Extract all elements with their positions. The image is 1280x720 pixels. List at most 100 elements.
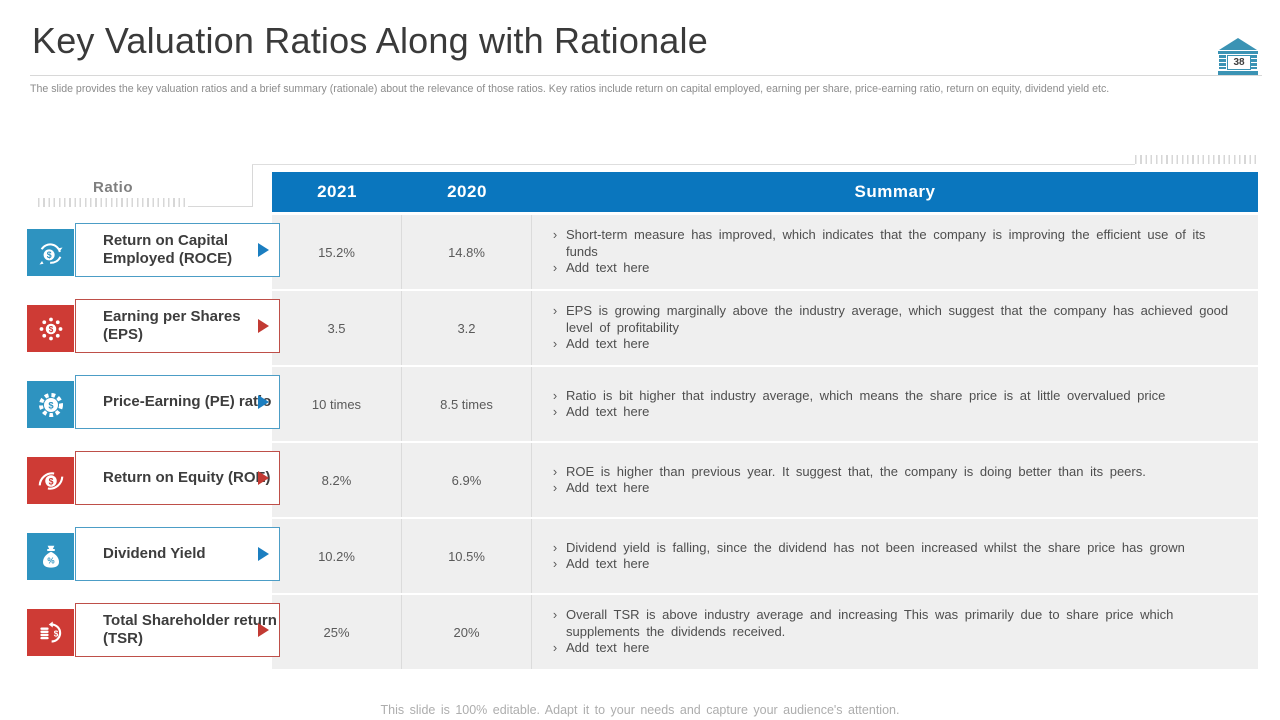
ratio-item-tsr: Total Shareholder return (TSR) $ xyxy=(0,595,280,669)
add-text-placeholder[interactable]: Add text here xyxy=(566,556,650,571)
table-row: 25% 20% › Overall TSR is above industry a… xyxy=(272,595,1258,669)
add-text-placeholder[interactable]: Add text here xyxy=(566,404,650,419)
ratio-item-roce: Return on Capital Employed (ROCE) $ xyxy=(0,215,280,289)
add-text-placeholder[interactable]: Add text here xyxy=(566,260,650,276)
value-2020: 14.8% xyxy=(402,215,532,289)
table-row: 8.2% 6.9% › ROE is higher than previous y… xyxy=(272,443,1258,517)
summary-text: Short-term measure has improved, which i… xyxy=(566,227,1206,259)
add-text-placeholder[interactable]: Add text here xyxy=(566,640,650,656)
arrow-right-icon xyxy=(258,471,269,485)
table-header: 2021 2020 Summary xyxy=(272,172,1258,212)
svg-text:$: $ xyxy=(48,325,53,334)
money-bag-icon: % xyxy=(27,533,74,580)
value-2021: 10 times xyxy=(272,367,402,441)
ratio-label: Dividend Yield xyxy=(103,545,206,562)
ratio-label: Return on Capital Employed (ROCE) xyxy=(103,232,233,267)
bullet-icon: › xyxy=(552,480,558,495)
bank-beam xyxy=(1218,51,1258,54)
bullet-icon: › xyxy=(552,640,558,656)
value-2021: 3.5 xyxy=(272,291,402,365)
connector-line xyxy=(252,164,253,207)
value-2020: 10.5% xyxy=(402,519,532,593)
ratio-label: Earning per Shares (EPS) xyxy=(103,308,241,343)
bullet-icon: › xyxy=(552,404,558,419)
summary-text: Ratio is bit higher that industry averag… xyxy=(566,387,1166,403)
svg-text:$: $ xyxy=(48,476,53,486)
summary-cell: › ROE is higher than previous year. It su… xyxy=(532,443,1258,517)
coin-swoosh-icon: $ xyxy=(27,457,74,504)
bank-base xyxy=(1218,71,1258,75)
summary-cell: › Ratio is bit higher that industry avera… xyxy=(532,367,1258,441)
column-header-2021: 2021 xyxy=(317,182,357,201)
value-2021: 15.2% xyxy=(272,215,402,289)
bullet-icon: › xyxy=(552,227,558,243)
connector-line xyxy=(188,206,252,207)
footer-note: This slide is 100% editable. Adapt it to… xyxy=(380,703,900,717)
table-row: 3.5 3.2 › EPS is growing marginally above… xyxy=(272,291,1258,365)
ratio-label: Total Shareholder return (TSR) xyxy=(103,612,277,647)
ratio-label: Price-Earning (PE) ratio xyxy=(103,393,272,410)
bullet-icon: › xyxy=(552,463,558,479)
hatch-decoration-left xyxy=(38,198,188,207)
svg-text:$: $ xyxy=(46,250,51,260)
coins-cycle-icon: $ xyxy=(27,609,74,656)
arrow-right-icon xyxy=(258,547,269,561)
coin-burst-icon: $ xyxy=(27,305,74,352)
bullet-icon: › xyxy=(552,556,558,571)
arrow-right-icon xyxy=(258,395,269,409)
column-header-2020: 2020 xyxy=(447,182,487,201)
bullet-icon: › xyxy=(552,260,558,276)
slide-description: The slide provides the key valuation rat… xyxy=(30,83,1110,95)
table-row: 10 times 8.5 times › Ratio is bit higher … xyxy=(272,367,1258,441)
coin-cycle-icon: $ xyxy=(27,229,74,276)
ratio-item-pe: Price-Earning (PE) ratio $ xyxy=(0,367,280,441)
bullet-icon: › xyxy=(552,336,558,352)
column-header-summary: Summary xyxy=(854,182,936,201)
add-text-placeholder[interactable]: Add text here xyxy=(566,480,650,495)
title-divider xyxy=(30,75,1262,76)
summary-cell: › Overall TSR is above industry average a… xyxy=(532,595,1258,669)
value-2020: 20% xyxy=(402,595,532,669)
summary-cell: › EPS is growing marginally above the ind… xyxy=(532,291,1258,365)
bank-column-left xyxy=(1219,55,1226,69)
value-2021: 8.2% xyxy=(272,443,402,517)
bank-roof xyxy=(1219,38,1257,50)
bullet-icon: › xyxy=(552,607,558,623)
table-row: 15.2% 14.8% › Short-term measure has impr… xyxy=(272,215,1258,289)
summary-text: ROE is higher than previous year. It sug… xyxy=(566,463,1146,479)
svg-text:$: $ xyxy=(48,400,54,410)
arrow-right-icon xyxy=(258,243,269,257)
ratio-column-header: Ratio xyxy=(93,179,133,196)
slide-number: 38 xyxy=(1227,55,1251,70)
bank-column-right xyxy=(1250,55,1257,69)
page-title: Key Valuation Ratios Along with Rational… xyxy=(32,20,708,61)
summary-text: Overall TSR is above industry average an… xyxy=(566,607,1174,639)
hatch-decoration-right xyxy=(1135,155,1258,164)
value-2021: 10.2% xyxy=(272,519,402,593)
value-2020: 6.9% xyxy=(402,443,532,517)
svg-text:%: % xyxy=(47,556,54,565)
value-2020: 8.5 times xyxy=(402,367,532,441)
value-2021: 25% xyxy=(272,595,402,669)
arrow-right-icon xyxy=(258,623,269,637)
bullet-icon: › xyxy=(552,303,558,319)
arrow-right-icon xyxy=(258,319,269,333)
ratio-item-eps: Earning per Shares (EPS) $ xyxy=(0,291,280,365)
summary-text: Dividend yield is falling, since the div… xyxy=(566,539,1185,555)
ratio-item-roe: Return on Equity (ROE) $ xyxy=(0,443,280,517)
bank-slide-number-icon: 38 xyxy=(1218,38,1258,78)
connector-line xyxy=(252,164,1135,165)
add-text-placeholder[interactable]: Add text here xyxy=(566,336,650,352)
ratio-label: Return on Equity (ROE) xyxy=(103,469,271,486)
summary-cell: › Dividend yield is falling, since the di… xyxy=(532,519,1258,593)
ratio-item-dividend-yield: Dividend Yield % xyxy=(0,519,280,593)
bullet-icon: › xyxy=(552,539,558,555)
svg-text:$: $ xyxy=(53,629,58,638)
bullet-icon: › xyxy=(552,387,558,403)
value-2020: 3.2 xyxy=(402,291,532,365)
table-row: 10.2% 10.5% › Dividend yield is falling, … xyxy=(272,519,1258,593)
gear-dollar-icon: $ xyxy=(27,381,74,428)
summary-text: EPS is growing marginally above the indu… xyxy=(566,303,1229,335)
summary-cell: › Short-term measure has improved, which … xyxy=(532,215,1258,289)
